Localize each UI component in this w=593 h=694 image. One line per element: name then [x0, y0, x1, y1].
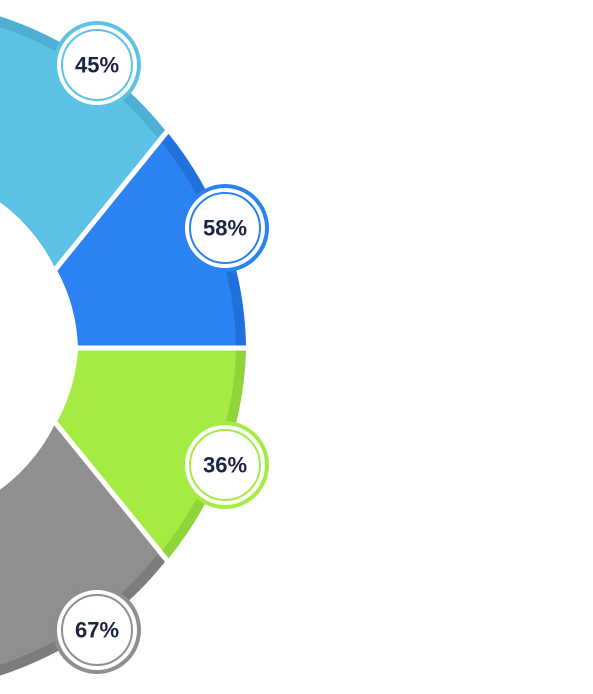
segment-light-blue [0, 16, 165, 268]
divider [52, 126, 172, 273]
divider [52, 419, 172, 566]
badge: 36% [181, 421, 269, 509]
segment-label: 58% [203, 216, 247, 241]
rim [0, 554, 165, 676]
segment-gray [0, 424, 165, 676]
badge: 58% [181, 184, 269, 272]
rim [0, 16, 165, 138]
badge: 45% [53, 21, 141, 109]
segment-label: 67% [75, 618, 119, 643]
segment-label: 45% [75, 53, 119, 78]
segment-label: 36% [203, 453, 247, 478]
badge: 67% [53, 586, 141, 674]
